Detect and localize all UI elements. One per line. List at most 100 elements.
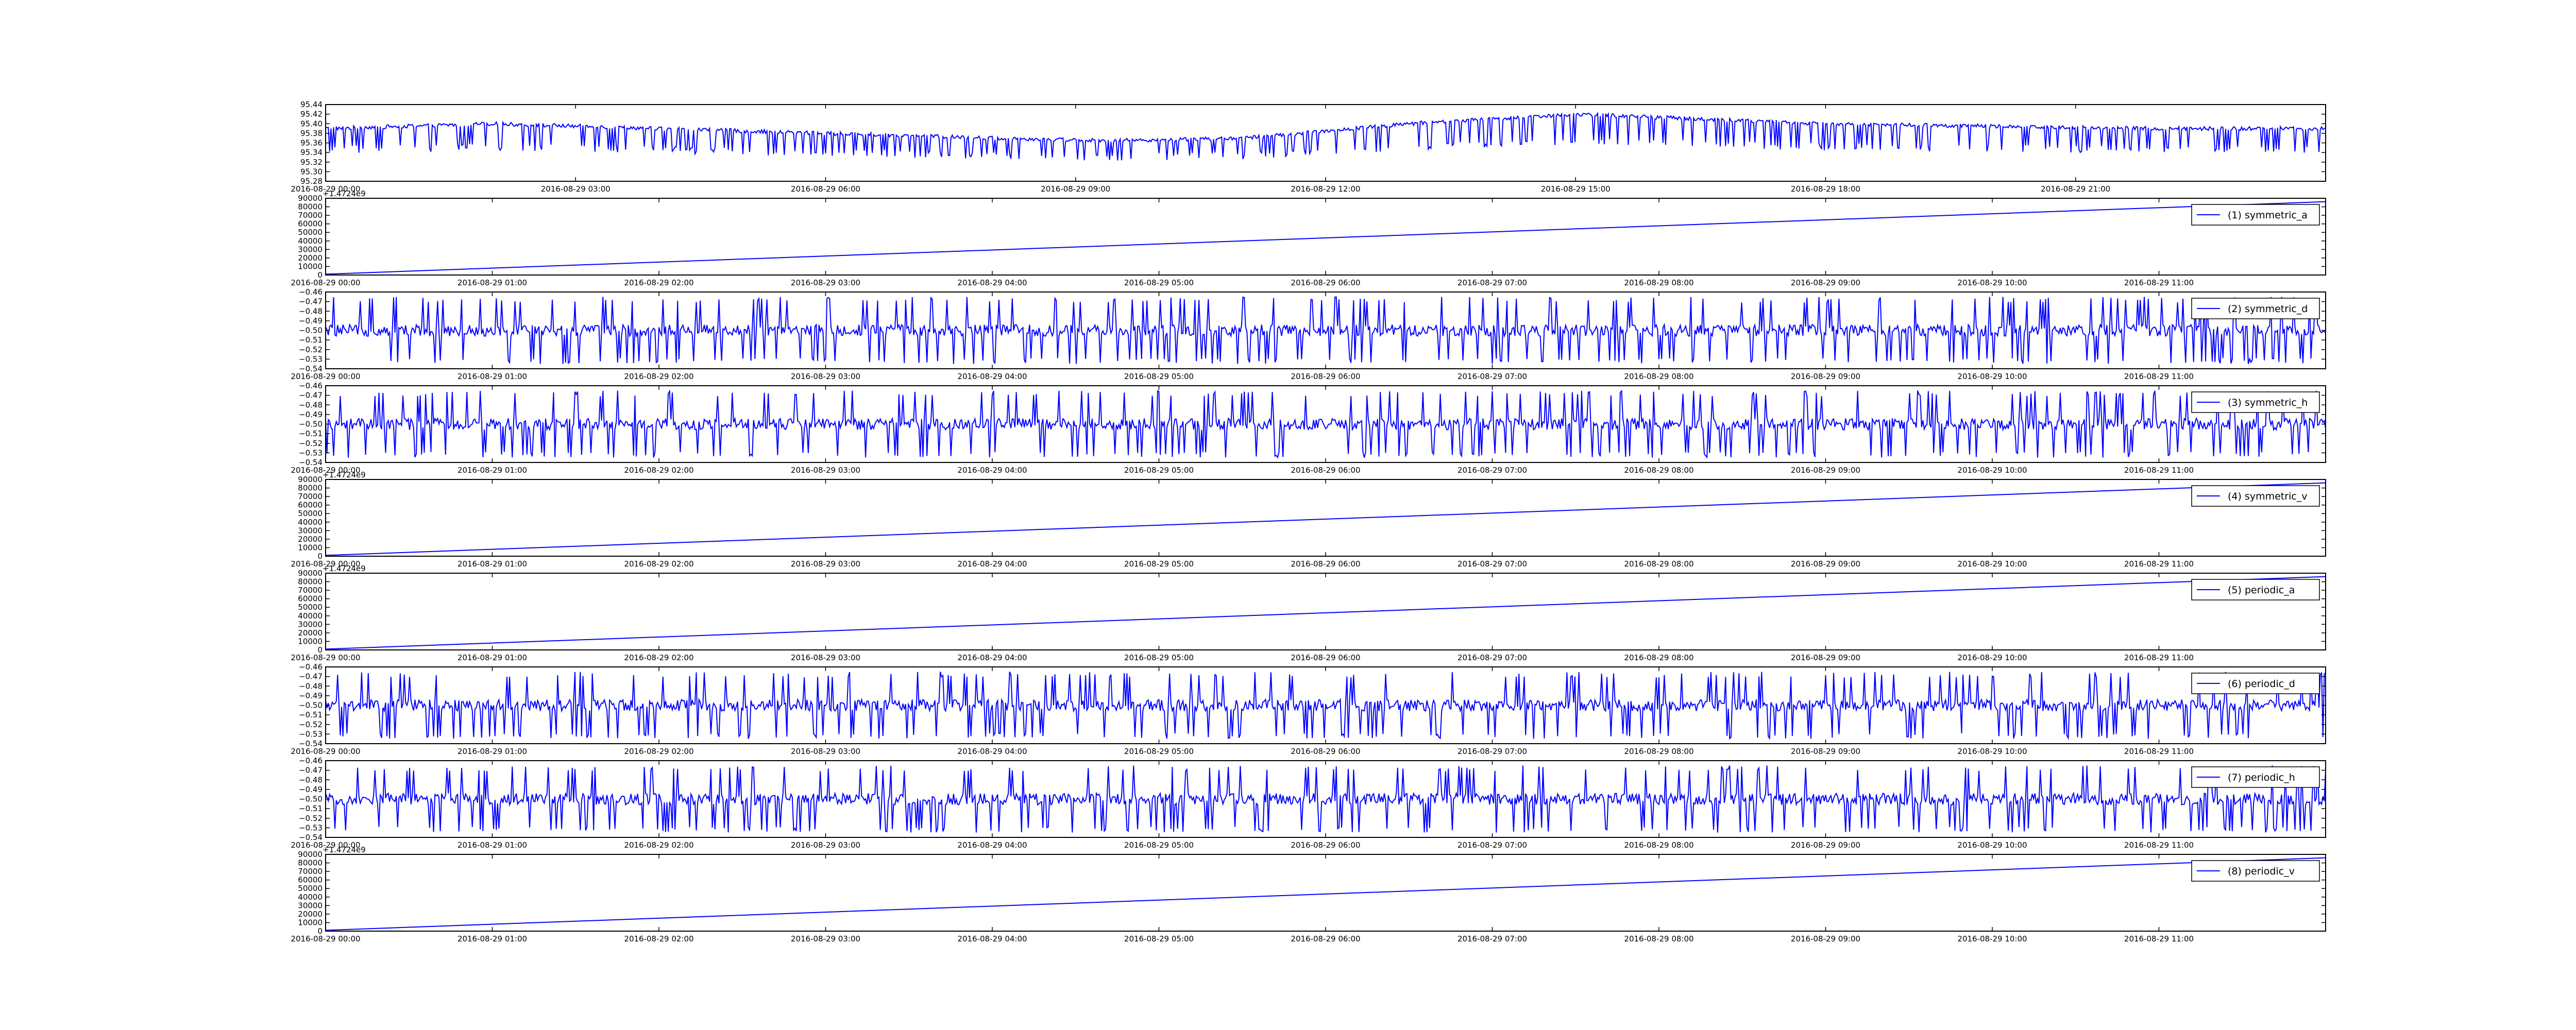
x-tick-label: 2016-08-29 08:00 — [1624, 747, 1693, 756]
y-tick-label: −0.50 — [299, 701, 323, 710]
legend-label: (3) symmetric_h — [2228, 397, 2308, 408]
x-tick-label: 2016-08-29 00:00 — [291, 466, 360, 475]
x-tick-label: 2016-08-29 05:00 — [1124, 653, 1194, 662]
x-tick-label: 2016-08-29 11:00 — [2124, 934, 2194, 943]
y-tick-label: 40000 — [298, 518, 323, 527]
x-tick-label: 2016-08-29 11:00 — [2124, 466, 2194, 475]
y-tick-label: −0.46 — [299, 662, 323, 672]
x-tick-label: 2016-08-29 08:00 — [1624, 466, 1693, 475]
x-tick-label: 2016-08-29 04:00 — [957, 559, 1027, 569]
x-tick-label: 2016-08-29 09:00 — [1041, 184, 1110, 194]
x-tick-label: 2016-08-29 07:00 — [1458, 653, 1527, 662]
y-tick-label: 80000 — [298, 202, 323, 212]
x-tick-label: 2016-08-29 09:00 — [1791, 278, 1860, 287]
y-tick-label: −0.49 — [299, 316, 323, 325]
y-tick-label: −0.54 — [299, 364, 323, 373]
x-tick-label: 2016-08-29 09:00 — [1791, 372, 1860, 381]
subplot-9: 0100002000030000400005000060000700008000… — [291, 845, 2326, 943]
x-tick-label: 2016-08-29 01:00 — [457, 840, 527, 850]
x-tick-label: 2016-08-29 02:00 — [624, 372, 693, 381]
y-tick-label: −0.49 — [299, 691, 323, 700]
y-tick-label: −0.54 — [299, 739, 323, 748]
y-tick-label: 20000 — [298, 909, 323, 919]
x-tick-label: 2016-08-29 02:00 — [624, 840, 693, 850]
x-tick-label: 2016-08-29 03:00 — [541, 184, 611, 194]
y-tick-label: 95.44 — [300, 100, 323, 109]
x-tick-label: 2016-08-29 08:00 — [1624, 372, 1693, 381]
x-tick-label: 2016-08-29 06:00 — [1291, 934, 1360, 943]
y-tick-label: 0 — [317, 552, 323, 561]
x-tick-label: 2016-08-29 07:00 — [1458, 372, 1527, 381]
y-tick-label: 40000 — [298, 892, 323, 902]
y-tick-label: 90000 — [298, 475, 323, 484]
x-tick-label: 2016-08-29 04:00 — [957, 466, 1027, 475]
y-tick-label: −0.49 — [299, 785, 323, 794]
y-tick-label: −0.52 — [299, 814, 323, 823]
y-tick-label: −0.54 — [299, 833, 323, 842]
x-tick-label: 2016-08-29 00:00 — [291, 934, 360, 943]
legend-label: (7) periodic_h — [2228, 772, 2295, 783]
x-tick-label: 2016-08-29 09:00 — [1791, 466, 1860, 475]
x-tick-label: 2016-08-29 08:00 — [1624, 840, 1693, 850]
y-tick-label: −0.48 — [299, 306, 323, 316]
x-tick-label: 2016-08-29 04:00 — [957, 372, 1027, 381]
y-tick-label: −0.48 — [299, 775, 323, 784]
y-tick-label: −0.50 — [299, 795, 323, 804]
series-line — [326, 296, 2326, 364]
x-tick-label: 2016-08-29 09:00 — [1791, 840, 1860, 850]
x-tick-label: 2016-08-29 01:00 — [457, 372, 527, 381]
x-tick-label: 2016-08-29 05:00 — [1124, 466, 1194, 475]
y-tick-label: −0.54 — [299, 458, 323, 467]
legend-label: (6) periodic_d — [2228, 678, 2295, 690]
x-tick-label: 2016-08-29 02:00 — [624, 747, 693, 756]
x-tick-label: 2016-08-29 00:00 — [291, 840, 360, 850]
y-tick-label: −0.50 — [299, 420, 323, 429]
x-tick-label: 2016-08-29 10:00 — [1957, 466, 2027, 475]
subplot-4: −0.54−0.53−0.52−0.51−0.50−0.49−0.48−0.47… — [291, 381, 2326, 475]
x-tick-label: 2016-08-29 03:00 — [791, 747, 860, 756]
x-tick-label: 2016-08-29 01:00 — [457, 466, 527, 475]
x-tick-label: 2016-08-29 08:00 — [1624, 278, 1693, 287]
x-tick-label: 2016-08-29 00:00 — [291, 653, 360, 662]
y-tick-label: −0.53 — [299, 823, 323, 832]
y-tick-label: 95.40 — [300, 119, 323, 128]
y-tick-label: 10000 — [298, 262, 323, 271]
y-tick-label: 95.28 — [300, 177, 323, 186]
x-tick-label: 2016-08-29 21:00 — [2041, 184, 2110, 194]
y-tick-label: 70000 — [298, 586, 323, 595]
y-tick-label: 50000 — [298, 509, 323, 518]
y-tick-label: −0.48 — [299, 681, 323, 691]
y-tick-label: −0.47 — [299, 297, 323, 306]
x-tick-label: 2016-08-29 04:00 — [957, 840, 1027, 850]
x-tick-label: 2016-08-29 12:00 — [1291, 184, 1360, 194]
y-tick-label: 10000 — [298, 543, 323, 552]
x-tick-label: 2016-08-29 00:00 — [291, 184, 360, 194]
legend-label: (4) symmetric_v — [2228, 491, 2308, 502]
x-tick-label: 2016-08-29 05:00 — [1124, 840, 1194, 850]
x-tick-label: 2016-08-29 10:00 — [1957, 559, 2027, 569]
x-tick-label: 2016-08-29 01:00 — [457, 747, 527, 756]
y-tick-label: 60000 — [298, 219, 323, 229]
y-tick-label: 40000 — [298, 236, 323, 246]
subplot-3: −0.54−0.53−0.52−0.51−0.50−0.49−0.48−0.47… — [291, 287, 2326, 381]
y-tick-label: −0.52 — [299, 439, 323, 448]
x-tick-label: 2016-08-29 07:00 — [1458, 466, 1527, 475]
y-tick-label: 60000 — [298, 594, 323, 604]
x-tick-label: 2016-08-29 06:00 — [1291, 372, 1360, 381]
y-tick-label: −0.46 — [299, 756, 323, 765]
y-tick-label: 10000 — [298, 637, 323, 646]
y-tick-label: 90000 — [298, 194, 323, 203]
axis-offset-label: +1.4724e9 — [323, 564, 366, 573]
y-tick-label: −0.48 — [299, 400, 323, 409]
legend-label: (5) periodic_a — [2228, 585, 2295, 596]
x-tick-label: 2016-08-29 10:00 — [1957, 747, 2027, 756]
x-tick-label: 2016-08-29 02:00 — [624, 559, 693, 569]
x-tick-label: 2016-08-29 01:00 — [457, 278, 527, 287]
y-tick-label: 95.42 — [300, 110, 323, 119]
subplot-stack: 95.2895.3095.3295.3495.3695.3895.4095.42… — [291, 100, 2326, 943]
x-tick-label: 2016-08-29 03:00 — [791, 372, 860, 381]
x-tick-label: 2016-08-29 18:00 — [1791, 184, 1860, 194]
y-tick-label: −0.46 — [299, 287, 323, 297]
series-line — [326, 201, 2326, 275]
